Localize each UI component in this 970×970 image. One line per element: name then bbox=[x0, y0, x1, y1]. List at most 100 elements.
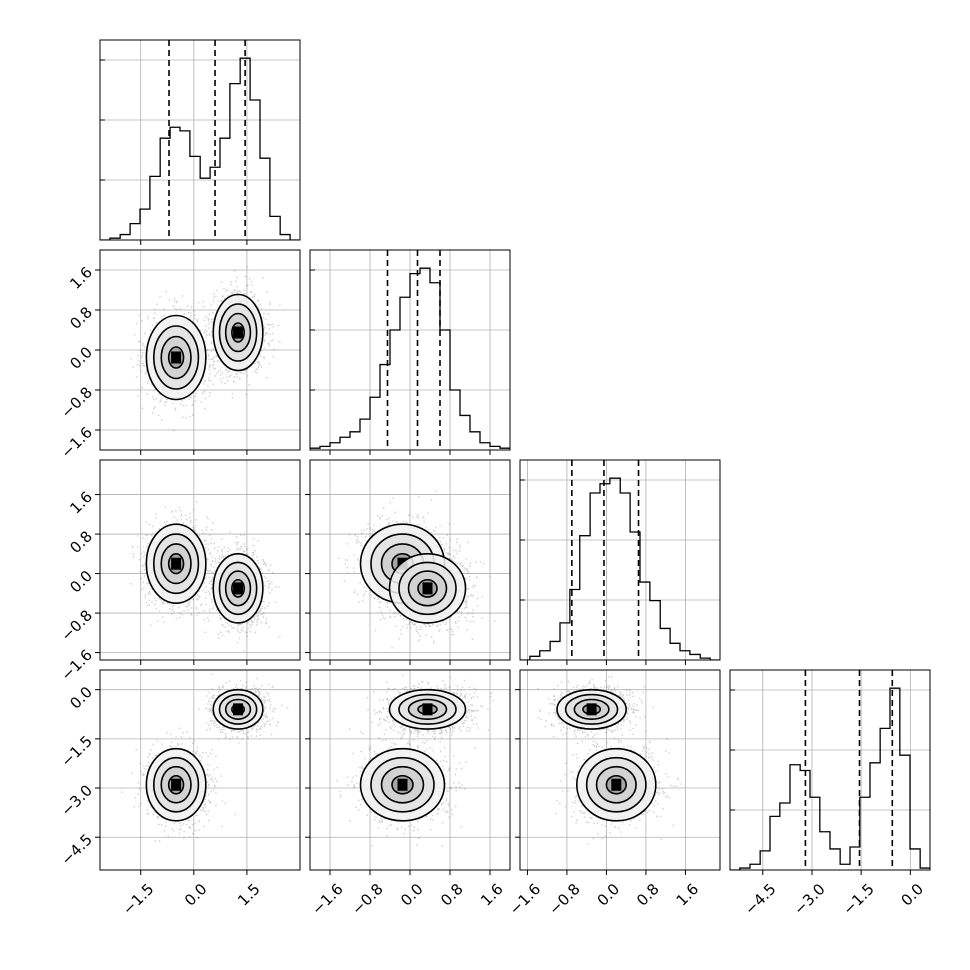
contour-1-1 bbox=[398, 561, 457, 616]
contour-0-1 bbox=[585, 756, 647, 813]
x-tick-label: 0.0 bbox=[181, 880, 211, 910]
panel-2-0 bbox=[95, 459, 301, 665]
histogram-outline bbox=[730, 687, 930, 870]
contour-1-0 bbox=[388, 553, 467, 624]
contour-1-0 bbox=[212, 293, 264, 372]
contour-0-3 bbox=[605, 774, 627, 795]
panel-frame bbox=[309, 459, 511, 661]
contour-1-2 bbox=[573, 698, 610, 720]
panel-frame bbox=[729, 669, 931, 871]
contour-1-1 bbox=[398, 693, 457, 725]
y-tick-label: −1.6 bbox=[58, 423, 96, 461]
plot-layer: −1.6−0.80.00.81.6−1.6−0.80.00.81.6−4.5−3… bbox=[58, 39, 931, 919]
x-tick-label: 0.8 bbox=[633, 880, 663, 910]
contour-1-1 bbox=[564, 693, 619, 725]
contour-1-0 bbox=[556, 688, 627, 730]
density-peak bbox=[611, 778, 622, 791]
contour-0-2 bbox=[380, 765, 425, 804]
panel-frame bbox=[309, 669, 511, 871]
density-peak bbox=[233, 703, 244, 716]
x-tick-label: −1.5 bbox=[839, 880, 877, 918]
density-peak bbox=[171, 351, 182, 364]
panel-frame bbox=[99, 459, 301, 661]
panel-area bbox=[310, 670, 510, 870]
contour-0-3 bbox=[391, 774, 414, 795]
panel-0-0 bbox=[99, 39, 301, 245]
sample-points bbox=[121, 673, 289, 842]
y-tick-label: −0.8 bbox=[58, 383, 96, 421]
panel-3-3 bbox=[729, 669, 931, 875]
contour-1-3 bbox=[231, 578, 246, 598]
density-peak bbox=[422, 582, 433, 595]
y-tick-label: 0.0 bbox=[66, 343, 96, 373]
panel-area bbox=[520, 670, 720, 870]
y-tick-label: 0.0 bbox=[66, 567, 96, 597]
x-tick-label: −1.6 bbox=[506, 880, 544, 918]
panel-frame bbox=[519, 459, 721, 661]
contour-1-3 bbox=[582, 703, 602, 716]
contour-1-3 bbox=[417, 578, 438, 598]
density-peak bbox=[422, 703, 433, 716]
contour-0-1 bbox=[153, 325, 200, 390]
contour-0-3 bbox=[167, 553, 185, 575]
x-tick-label: 0.0 bbox=[397, 880, 427, 910]
contour-0-1 bbox=[370, 756, 435, 813]
x-tick-label: −1.5 bbox=[119, 880, 157, 918]
contour-1-3 bbox=[231, 703, 246, 716]
density-peak bbox=[171, 557, 182, 570]
panel-area bbox=[730, 670, 930, 870]
panel-frame bbox=[99, 249, 301, 451]
panel-area bbox=[310, 460, 510, 660]
y-tick-label: 0.8 bbox=[66, 303, 96, 333]
x-tick-label: 0.8 bbox=[437, 880, 467, 910]
contour-1-1 bbox=[218, 561, 258, 616]
contour-0-0 bbox=[145, 314, 207, 401]
panel-1-0 bbox=[95, 249, 301, 455]
y-tick-label: 1.6 bbox=[66, 263, 96, 293]
panel-area bbox=[310, 250, 510, 450]
histogram-outline bbox=[100, 57, 300, 240]
x-tick-label: 1.5 bbox=[234, 880, 264, 910]
y-tick-label: −4.5 bbox=[58, 830, 96, 868]
y-tick-label: −1.5 bbox=[58, 732, 96, 770]
contour-1-1 bbox=[218, 693, 258, 725]
panel-frame bbox=[99, 39, 301, 241]
contour-1-3 bbox=[417, 703, 438, 716]
contour-1-2 bbox=[407, 570, 448, 607]
panel-2-1 bbox=[305, 459, 511, 665]
panel-area bbox=[100, 460, 300, 660]
contour-0-3 bbox=[167, 346, 185, 369]
x-tick-label: −3.0 bbox=[790, 880, 828, 918]
x-tick-label: −4.5 bbox=[741, 880, 779, 918]
contour-0-2 bbox=[160, 765, 192, 804]
panel-frame bbox=[309, 249, 511, 451]
y-tick-label: 0.8 bbox=[66, 527, 96, 557]
x-tick-label: 1.6 bbox=[673, 880, 703, 910]
panel-1-1 bbox=[309, 249, 511, 455]
contour-0-1 bbox=[153, 756, 200, 813]
contour-1-1 bbox=[218, 303, 258, 362]
contour-1-0 bbox=[212, 688, 264, 730]
panel-3-0 bbox=[95, 669, 301, 875]
x-tick-label: −1.6 bbox=[308, 880, 346, 918]
contour-0-2 bbox=[160, 335, 192, 380]
x-tick-label: −0.8 bbox=[545, 880, 583, 918]
panel-area bbox=[100, 670, 300, 870]
contour-1-2 bbox=[407, 698, 448, 720]
panel-area bbox=[100, 250, 300, 450]
panel-area bbox=[100, 40, 300, 240]
y-tick-label: −3.0 bbox=[58, 781, 96, 819]
y-tick-label: −1.6 bbox=[58, 646, 96, 684]
contour-1-0 bbox=[212, 553, 264, 624]
histogram-outline bbox=[310, 267, 510, 450]
contour-1-2 bbox=[224, 570, 252, 607]
panel-frame bbox=[99, 669, 301, 871]
contour-0-0 bbox=[145, 523, 207, 605]
contour-0-3 bbox=[167, 774, 185, 795]
panel-2-2 bbox=[519, 459, 721, 665]
contour-0-0 bbox=[359, 747, 446, 822]
contour-0-2 bbox=[160, 543, 192, 585]
density-peak bbox=[233, 326, 244, 339]
contour-1-3 bbox=[231, 322, 246, 343]
y-tick-label: −0.8 bbox=[58, 606, 96, 644]
